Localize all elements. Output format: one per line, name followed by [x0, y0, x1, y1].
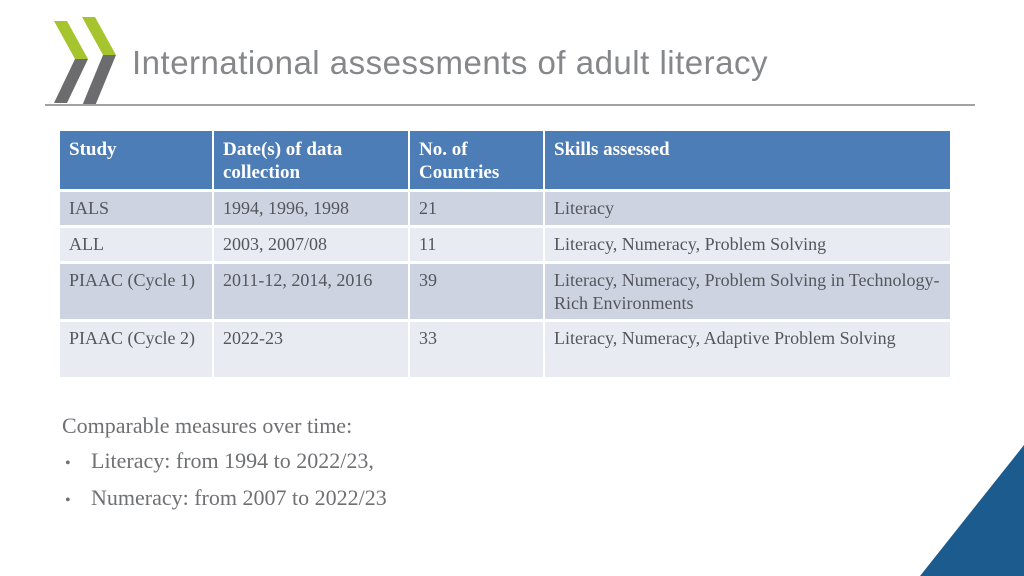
- column-header: Study: [60, 131, 214, 193]
- assessments-table: Study Date(s) of data collection No. of Co…: [60, 131, 950, 381]
- bullet-icon: •: [65, 492, 71, 509]
- table-cell: 39: [410, 264, 545, 323]
- table-cell: PIAAC (Cycle 1): [60, 264, 214, 323]
- table-cell: Literacy, Numeracy, Problem Solving in T…: [545, 264, 950, 323]
- bullet-text: Literacy: from 1994 to 2022/23,: [91, 448, 374, 473]
- table-cell: 33: [410, 322, 545, 381]
- corner-triangle-decoration: [920, 445, 1024, 576]
- column-header: Date(s) of data collection: [214, 131, 410, 193]
- column-header: No. of Countries: [410, 131, 545, 193]
- title-divider: [45, 104, 975, 106]
- oecd-chevron-icon: [82, 17, 116, 106]
- table-header-row: Study Date(s) of data collection No. of Co…: [60, 131, 950, 193]
- table-row: PIAAC (Cycle 1) 2011-12, 2014, 2016 39 Lite…: [60, 264, 950, 323]
- bullet-item: • Literacy: from 1994 to 2022/23,: [62, 444, 622, 481]
- table-row: ALL 2003, 2007/08 11 Literacy, Numeracy, Pr…: [60, 228, 950, 265]
- table-body: IALS 1994, 1996, 1998 21 Literacy ALL 2003, 2…: [60, 192, 950, 381]
- column-header: Skills assessed: [545, 131, 950, 193]
- bullet-text: Numeracy: from 2007 to 2022/23: [91, 485, 387, 510]
- table-cell: PIAAC (Cycle 2): [60, 322, 214, 381]
- table-cell: 1994, 1996, 1998: [214, 192, 410, 229]
- bullet-list: • Literacy: from 1994 to 2022/23, • Numerac…: [62, 444, 622, 518]
- table-row: IALS 1994, 1996, 1998 21 Literacy: [60, 192, 950, 229]
- notes-block: Comparable measures over time: • Literacy…: [62, 409, 622, 518]
- oecd-chevron-icon: [54, 21, 88, 103]
- table-cell: Literacy, Numeracy, Adaptive Problem Sol…: [545, 322, 950, 381]
- table-cell: ALL: [60, 228, 214, 265]
- table-cell: 2011-12, 2014, 2016: [214, 264, 410, 323]
- table-cell: Literacy: [545, 192, 950, 229]
- table-cell: IALS: [60, 192, 214, 229]
- page-title: International assessments of adult liter…: [132, 44, 768, 81]
- oecd-logo: [54, 17, 116, 106]
- table-cell: 2022-23: [214, 322, 410, 381]
- bullet-icon: •: [65, 455, 71, 472]
- table-cell: 11: [410, 228, 545, 265]
- table-cell: Literacy, Numeracy, Problem Solving: [545, 228, 950, 265]
- table-row: PIAAC (Cycle 2) 2022-23 33 Literacy, Numera…: [60, 322, 950, 381]
- table-cell: 21: [410, 192, 545, 229]
- bullet-item: • Numeracy: from 2007 to 2022/23: [62, 481, 622, 518]
- notes-heading: Comparable measures over time:: [62, 413, 353, 438]
- table-head: Study Date(s) of data collection No. of Co…: [60, 131, 950, 193]
- table-cell: 2003, 2007/08: [214, 228, 410, 265]
